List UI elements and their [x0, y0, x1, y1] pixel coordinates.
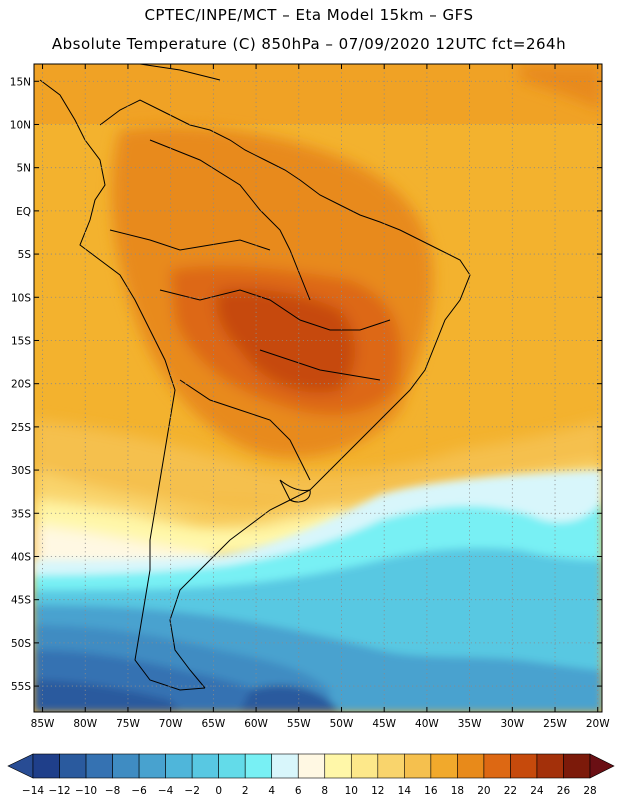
colorbar-swatch	[191, 753, 219, 779]
lat-label: 5S	[18, 249, 32, 261]
colorbar-labels: −14 −12 −10 −8 −6 −4 −2 0 2 4 6 8 10 12 14 16 18 20 22 24 26…	[22, 785, 597, 797]
colorbar-label: 14	[398, 785, 412, 797]
lon-label: 75W	[116, 718, 140, 730]
colorbar-swatch	[377, 753, 405, 779]
colorbar-label: 16	[424, 785, 438, 797]
colorbar-label: −8	[105, 785, 120, 797]
lon-label: 40W	[415, 718, 439, 730]
lat-label: 15N	[10, 76, 31, 88]
lat-label: 15S	[11, 335, 31, 347]
colorbar-label: 0	[215, 785, 222, 797]
lat-label: 20S	[11, 379, 31, 391]
colorbar-label: 12	[371, 785, 384, 797]
colorbar-label: 18	[451, 785, 464, 797]
lon-label: 25W	[543, 718, 567, 730]
lat-label: 10S	[11, 292, 31, 304]
lat-label: 25S	[11, 422, 31, 434]
map-frame	[33, 63, 603, 713]
colorbar-label: 8	[321, 785, 328, 797]
lon-label: 85W	[31, 718, 55, 730]
colorbar-label: −14	[22, 785, 44, 797]
latitude-labels: 15N 10N 5N EQ 5S 10S 15S 20S 25S 30S 35S 40S 45S 50S 5…	[10, 76, 32, 693]
lon-label: 80W	[73, 718, 97, 730]
temperature-field	[34, 64, 602, 712]
colorbar-label: 28	[583, 785, 596, 797]
colorbar	[7, 753, 615, 779]
colorbar-swatch	[324, 753, 352, 779]
colorbar-label: −4	[158, 785, 174, 797]
colorbar-swatch	[244, 753, 273, 779]
graticule	[34, 64, 602, 712]
colorbar-label: −12	[48, 785, 70, 797]
colorbar-swatch	[271, 753, 299, 779]
lon-label: 45W	[372, 718, 396, 730]
colorbar-swatch	[297, 753, 326, 779]
colorbar-swatch	[165, 753, 193, 779]
colorbar-swatch	[457, 753, 485, 779]
lat-label: 50S	[11, 638, 31, 650]
lon-label: 65W	[201, 718, 225, 730]
colorbar-swatch	[404, 753, 432, 779]
colorbar-label: 10	[345, 785, 358, 797]
coastlines	[39, 64, 471, 691]
colorbar-label: 6	[295, 785, 302, 797]
colorbar-label: 26	[557, 785, 571, 797]
colorbar-swatch	[112, 753, 140, 779]
colorbar-high-arrow	[589, 753, 615, 779]
lat-label: 30S	[11, 465, 31, 477]
colorbar-swatch	[85, 753, 113, 779]
lat-label: 55S	[11, 681, 31, 693]
lon-label: 20W	[586, 718, 610, 730]
colorbar-swatch	[138, 753, 166, 779]
lon-label: 70W	[159, 718, 183, 730]
colorbar-swatch	[218, 753, 246, 779]
colorbar-label: −6	[131, 785, 147, 797]
colorbar-label: −2	[184, 785, 199, 797]
colorbar-swatch	[59, 753, 87, 779]
longitude-labels: 85W 80W 75W 70W 65W 60W 55W 50W 45W 40W 35W 30W 25W 2…	[31, 718, 611, 730]
colorbar-label: 20	[477, 785, 490, 797]
chart-subtitle: Absolute Temperature (C) 850hPa – 07/09/…	[51, 35, 567, 53]
colorbar-swatch	[563, 753, 591, 779]
lat-label: EQ	[16, 206, 31, 218]
lon-label: 55W	[287, 718, 311, 730]
colorbar-label: 4	[268, 785, 275, 797]
lat-label: 10N	[10, 119, 31, 131]
colorbar-swatch	[510, 753, 538, 779]
lon-label: 35W	[458, 718, 482, 730]
lon-label: 30W	[500, 718, 524, 730]
colorbar-label: 2	[242, 785, 249, 797]
colorbar-label: 22	[504, 785, 517, 797]
lon-label: 50W	[330, 718, 354, 730]
chart-title: CPTEC/INPE/MCT – Eta Model 15km – GFS	[144, 6, 474, 24]
axis-ticks	[34, 64, 602, 712]
lat-label: 45S	[11, 595, 31, 607]
colorbar-swatch	[350, 753, 379, 779]
colorbar-low-arrow	[7, 753, 34, 779]
colorbar-swatch	[32, 753, 60, 779]
colorbar-label: −10	[75, 785, 97, 797]
lon-label: 60W	[244, 718, 268, 730]
colorbar-swatch	[430, 753, 458, 779]
lat-label: 5N	[16, 163, 31, 175]
lat-label: 40S	[11, 551, 31, 563]
colorbar-swatch	[483, 753, 511, 779]
colorbar-swatch	[536, 753, 564, 779]
lat-label: 35S	[11, 508, 31, 520]
colorbar-label: 24	[530, 785, 544, 797]
